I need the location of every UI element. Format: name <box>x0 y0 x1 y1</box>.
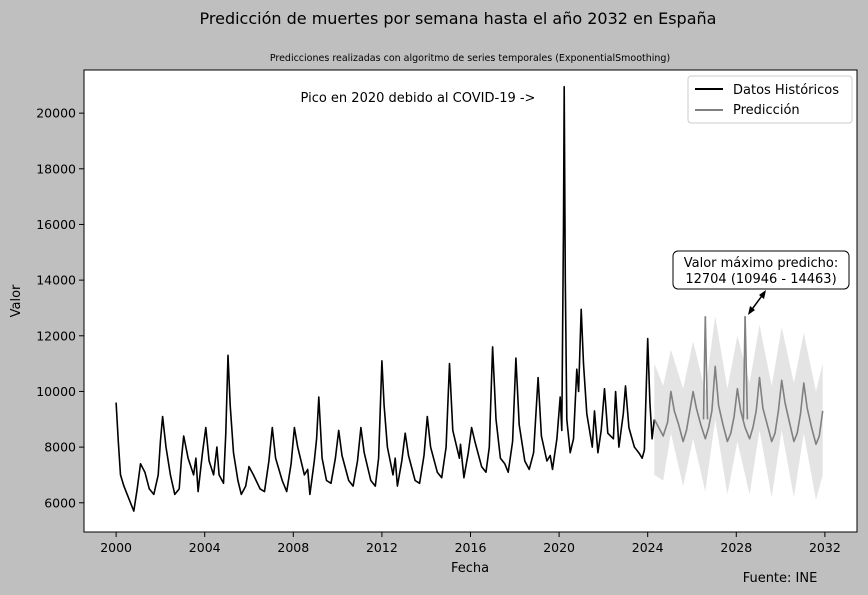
x-tick-label: 2028 <box>720 540 752 555</box>
source-note: Fuente: INE <box>743 571 818 586</box>
x-tick-label: 2000 <box>100 540 132 555</box>
y-axis-label: Valor <box>9 284 24 317</box>
legend-box <box>687 75 853 124</box>
y-tick-label: 10000 <box>36 384 76 399</box>
arrowhead-upper <box>759 290 766 299</box>
series-line-prediction <box>653 365 824 446</box>
y-tick-label: 8000 <box>44 440 76 455</box>
x-tick-label: 2024 <box>632 540 664 555</box>
y-tick-label: 18000 <box>36 161 76 176</box>
y-tick-label: 12000 <box>36 328 76 343</box>
x-tick-label: 2020 <box>543 540 575 555</box>
max-annotation-line2: 12704 (10946 - 14463) <box>685 272 836 287</box>
max-annotation-box <box>672 250 850 290</box>
legend: Datos Históricos Predicción <box>687 75 853 124</box>
x-axis-label: Fecha <box>451 561 489 576</box>
x-tick-label: 2008 <box>277 540 309 555</box>
x-tick-label: 2012 <box>366 540 398 555</box>
series-line-historical <box>115 85 656 512</box>
confidence-band <box>654 316 823 500</box>
max-annotation: Valor máximo predicho: 12704 (10946 - 14… <box>672 250 850 315</box>
chart-title: Predicción de muertes por semana hasta e… <box>200 9 717 28</box>
legend-label-prediction: Predicción <box>733 103 800 118</box>
plot-area <box>83 69 858 533</box>
prediction-peak-1-descent <box>704 316 709 420</box>
x-tick-label: 2004 <box>189 540 221 555</box>
y-tick-label: 14000 <box>36 273 76 288</box>
chart-subtitle: Predicciones realizadas con algoritmo de… <box>270 53 670 64</box>
legend-label-historical: Datos Históricos <box>733 83 839 98</box>
arrowhead-lower <box>748 306 755 315</box>
y-axis: 6000 8000 10000 12000 14000 16000 18000 20000 <box>36 106 84 510</box>
y-tick-label: 6000 <box>44 495 76 510</box>
x-tick-label: 2032 <box>809 540 841 555</box>
x-axis: 2000 2004 2008 2012 2016 2020 2024 2028 2032 <box>100 532 841 555</box>
confidence-band-layer <box>654 316 823 500</box>
series-layer <box>115 85 824 512</box>
covid-annotation: Pico en 2020 debido al COVID-19 -> <box>301 91 536 106</box>
max-annotation-line1: Valor máximo predicho: <box>684 256 838 271</box>
x-tick-label: 2016 <box>455 540 487 555</box>
prediction-peak-2-descent <box>744 316 749 420</box>
y-tick-label: 16000 <box>36 217 76 232</box>
y-tick-label: 20000 <box>36 106 76 121</box>
